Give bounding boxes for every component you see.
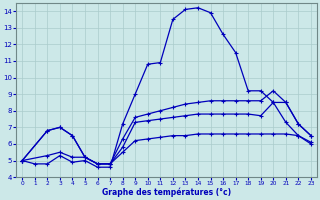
X-axis label: Graphe des températures (°c): Graphe des températures (°c) <box>102 188 231 197</box>
